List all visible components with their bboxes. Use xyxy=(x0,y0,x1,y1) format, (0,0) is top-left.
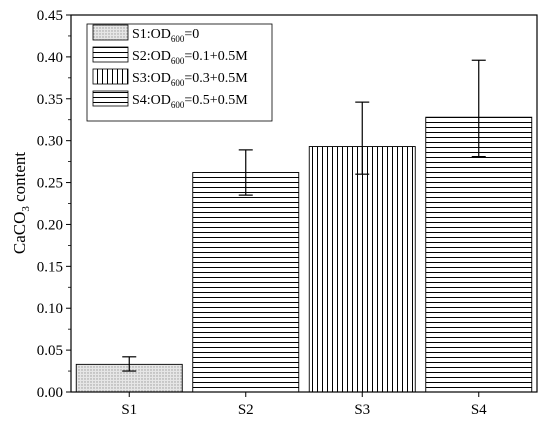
legend-label: S4:OD600=0.5+0.5M xyxy=(132,93,248,110)
bars-layer xyxy=(75,116,533,393)
error-bar-s4 xyxy=(471,59,486,158)
y-tick-label: 0.30 xyxy=(37,134,63,150)
x-tick-label-s2: S2 xyxy=(238,402,254,418)
y-axis-label-suffix: content xyxy=(10,152,29,207)
error-bar-s2 xyxy=(238,149,253,196)
legend: S1:OD600=0 S2:OD600=0.1+0.5M S3:OD600=0.3+… xyxy=(86,23,273,122)
bar-s3 xyxy=(308,146,416,393)
y-tick-label: 0.00 xyxy=(37,385,63,401)
y-axis-label-subscript: 3 xyxy=(20,206,32,212)
legend-label: S2:OD600=0.1+0.5M xyxy=(132,49,248,66)
legend-swatch xyxy=(92,24,129,41)
x-tick-label-s4: S4 xyxy=(471,402,487,418)
legend-swatch xyxy=(92,68,129,85)
legend-item-4: S4:OD600=0.5+0.5M xyxy=(92,90,248,110)
legend-swatch xyxy=(92,46,129,63)
legend-item-1: S1:OD600=0 xyxy=(92,24,199,44)
bar-s2 xyxy=(192,172,300,393)
y-tick-label: 0.10 xyxy=(37,301,63,317)
y-tick-label: 0.35 xyxy=(37,92,63,108)
y-tick-label: 0.40 xyxy=(37,50,63,66)
legend-label: S1:OD600=0 xyxy=(132,27,199,44)
error-bar-s3 xyxy=(355,101,370,175)
y-axis: 0.00 0.05 0.10 0.15 0.20 0.25 0.30 0.35 0.40 0.45 xyxy=(37,8,71,401)
x-tick-label-s1: S1 xyxy=(121,402,137,418)
y-tick-label: 0.05 xyxy=(37,343,63,359)
legend-item-3: S3:OD600=0.3+0.5M xyxy=(92,68,248,88)
bar-s4 xyxy=(425,116,533,393)
y-tick-label: 0.25 xyxy=(37,176,63,192)
error-bar-s1 xyxy=(122,356,137,372)
x-tick-label-s3: S3 xyxy=(354,402,370,418)
y-axis-label: CaCO3 content xyxy=(10,152,32,255)
x-axis: S1 S2 S3 S4 xyxy=(121,392,487,418)
y-axis-label-main: CaCO xyxy=(10,212,29,255)
y-tick-label: 0.45 xyxy=(37,8,63,24)
legend-label: S3:OD600=0.3+0.5M xyxy=(132,71,248,88)
legend-swatch xyxy=(92,90,129,107)
error-bars-layer xyxy=(122,59,486,372)
y-tick-label: 0.20 xyxy=(37,217,63,233)
y-tick-label: 0.15 xyxy=(37,259,63,275)
legend-item-2: S2:OD600=0.1+0.5M xyxy=(92,46,248,66)
